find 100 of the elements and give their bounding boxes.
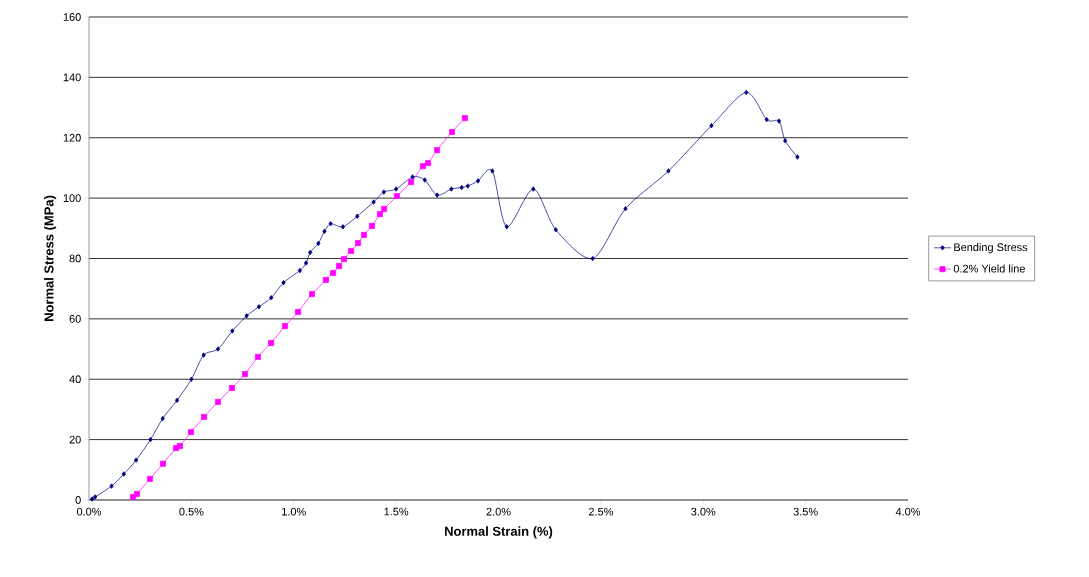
point <box>330 270 337 276</box>
y-tick-label: 160 <box>63 13 81 21</box>
point <box>215 346 221 352</box>
point <box>244 313 249 319</box>
point <box>425 160 432 167</box>
point <box>159 460 166 467</box>
point <box>133 491 140 497</box>
point <box>328 221 333 227</box>
point <box>201 352 206 358</box>
x-tick-label: 0.5% <box>179 507 204 516</box>
point <box>408 179 415 186</box>
point <box>215 398 221 405</box>
point <box>475 178 481 184</box>
point <box>308 249 313 256</box>
point <box>174 397 180 404</box>
point <box>764 116 769 123</box>
point <box>744 89 749 96</box>
point <box>228 385 235 391</box>
point <box>90 496 95 502</box>
point <box>322 228 327 234</box>
point <box>281 279 286 286</box>
point <box>176 443 183 449</box>
point <box>531 186 536 192</box>
point <box>355 213 360 219</box>
point <box>410 174 415 180</box>
point <box>420 163 426 170</box>
x-tick-label: 2.5% <box>588 507 613 516</box>
point <box>316 240 321 247</box>
x-axis-title: Normal Strain (%) <box>445 526 553 539</box>
x-tick-label: 2.0% <box>486 507 511 516</box>
y-tick-label: 60 <box>69 314 81 323</box>
legend-label: Bending Stress <box>954 243 1028 254</box>
point <box>268 340 274 346</box>
point <box>134 457 139 463</box>
y-tick-label: 40 <box>69 375 81 384</box>
y-tick-label: 100 <box>63 194 81 202</box>
point <box>666 168 671 174</box>
point <box>490 168 495 174</box>
y-tick-label: 140 <box>63 73 81 82</box>
point <box>590 255 595 262</box>
point <box>340 224 345 230</box>
point <box>297 267 302 274</box>
point <box>776 118 782 124</box>
y-tick-label: 0 <box>75 496 81 504</box>
y-tick-label: 120 <box>63 133 81 142</box>
point <box>361 232 367 238</box>
point <box>709 123 714 129</box>
point <box>795 154 800 160</box>
x-tick-label: 0.0% <box>76 507 102 516</box>
x-tick-label: 3.5% <box>793 507 818 516</box>
point <box>394 193 400 199</box>
point <box>160 415 165 422</box>
x-tick-label: 3.0% <box>691 507 716 516</box>
point <box>242 371 248 378</box>
point <box>256 304 262 310</box>
point <box>465 183 470 189</box>
point <box>449 186 454 192</box>
point <box>434 147 441 154</box>
x-tick-label: 1.5% <box>384 507 409 516</box>
point <box>269 295 274 301</box>
x-tick-label: 1.0% <box>282 507 306 516</box>
point <box>355 240 361 247</box>
point <box>435 192 440 198</box>
point <box>189 376 194 382</box>
point <box>295 308 301 315</box>
point <box>422 177 427 183</box>
point <box>336 263 342 269</box>
point <box>783 138 788 144</box>
point <box>371 199 376 205</box>
point <box>459 184 464 191</box>
point <box>449 129 455 135</box>
point <box>254 353 261 360</box>
point <box>623 206 628 212</box>
point <box>377 211 383 218</box>
point <box>348 248 355 254</box>
point <box>553 227 558 233</box>
point <box>394 186 399 192</box>
point <box>121 471 126 477</box>
point <box>147 475 153 482</box>
point <box>381 206 387 212</box>
point <box>322 276 329 283</box>
point <box>188 429 194 435</box>
y-tick-label: 80 <box>69 254 81 263</box>
legend-label: 0.2% Yield line <box>953 264 1025 273</box>
y-axis-title: Normal Stress (MPa) <box>44 195 57 321</box>
point <box>340 256 347 263</box>
point <box>369 222 375 229</box>
point <box>381 189 386 195</box>
x-tick-label: 4.0% <box>895 507 921 516</box>
point <box>461 115 468 122</box>
point <box>201 414 208 420</box>
y-tick-label: 20 <box>69 435 81 444</box>
point <box>303 260 309 266</box>
point <box>504 224 509 230</box>
point <box>230 328 235 334</box>
point <box>309 291 315 298</box>
point <box>109 483 114 489</box>
point <box>148 436 153 443</box>
point <box>282 323 288 330</box>
point <box>93 494 98 500</box>
